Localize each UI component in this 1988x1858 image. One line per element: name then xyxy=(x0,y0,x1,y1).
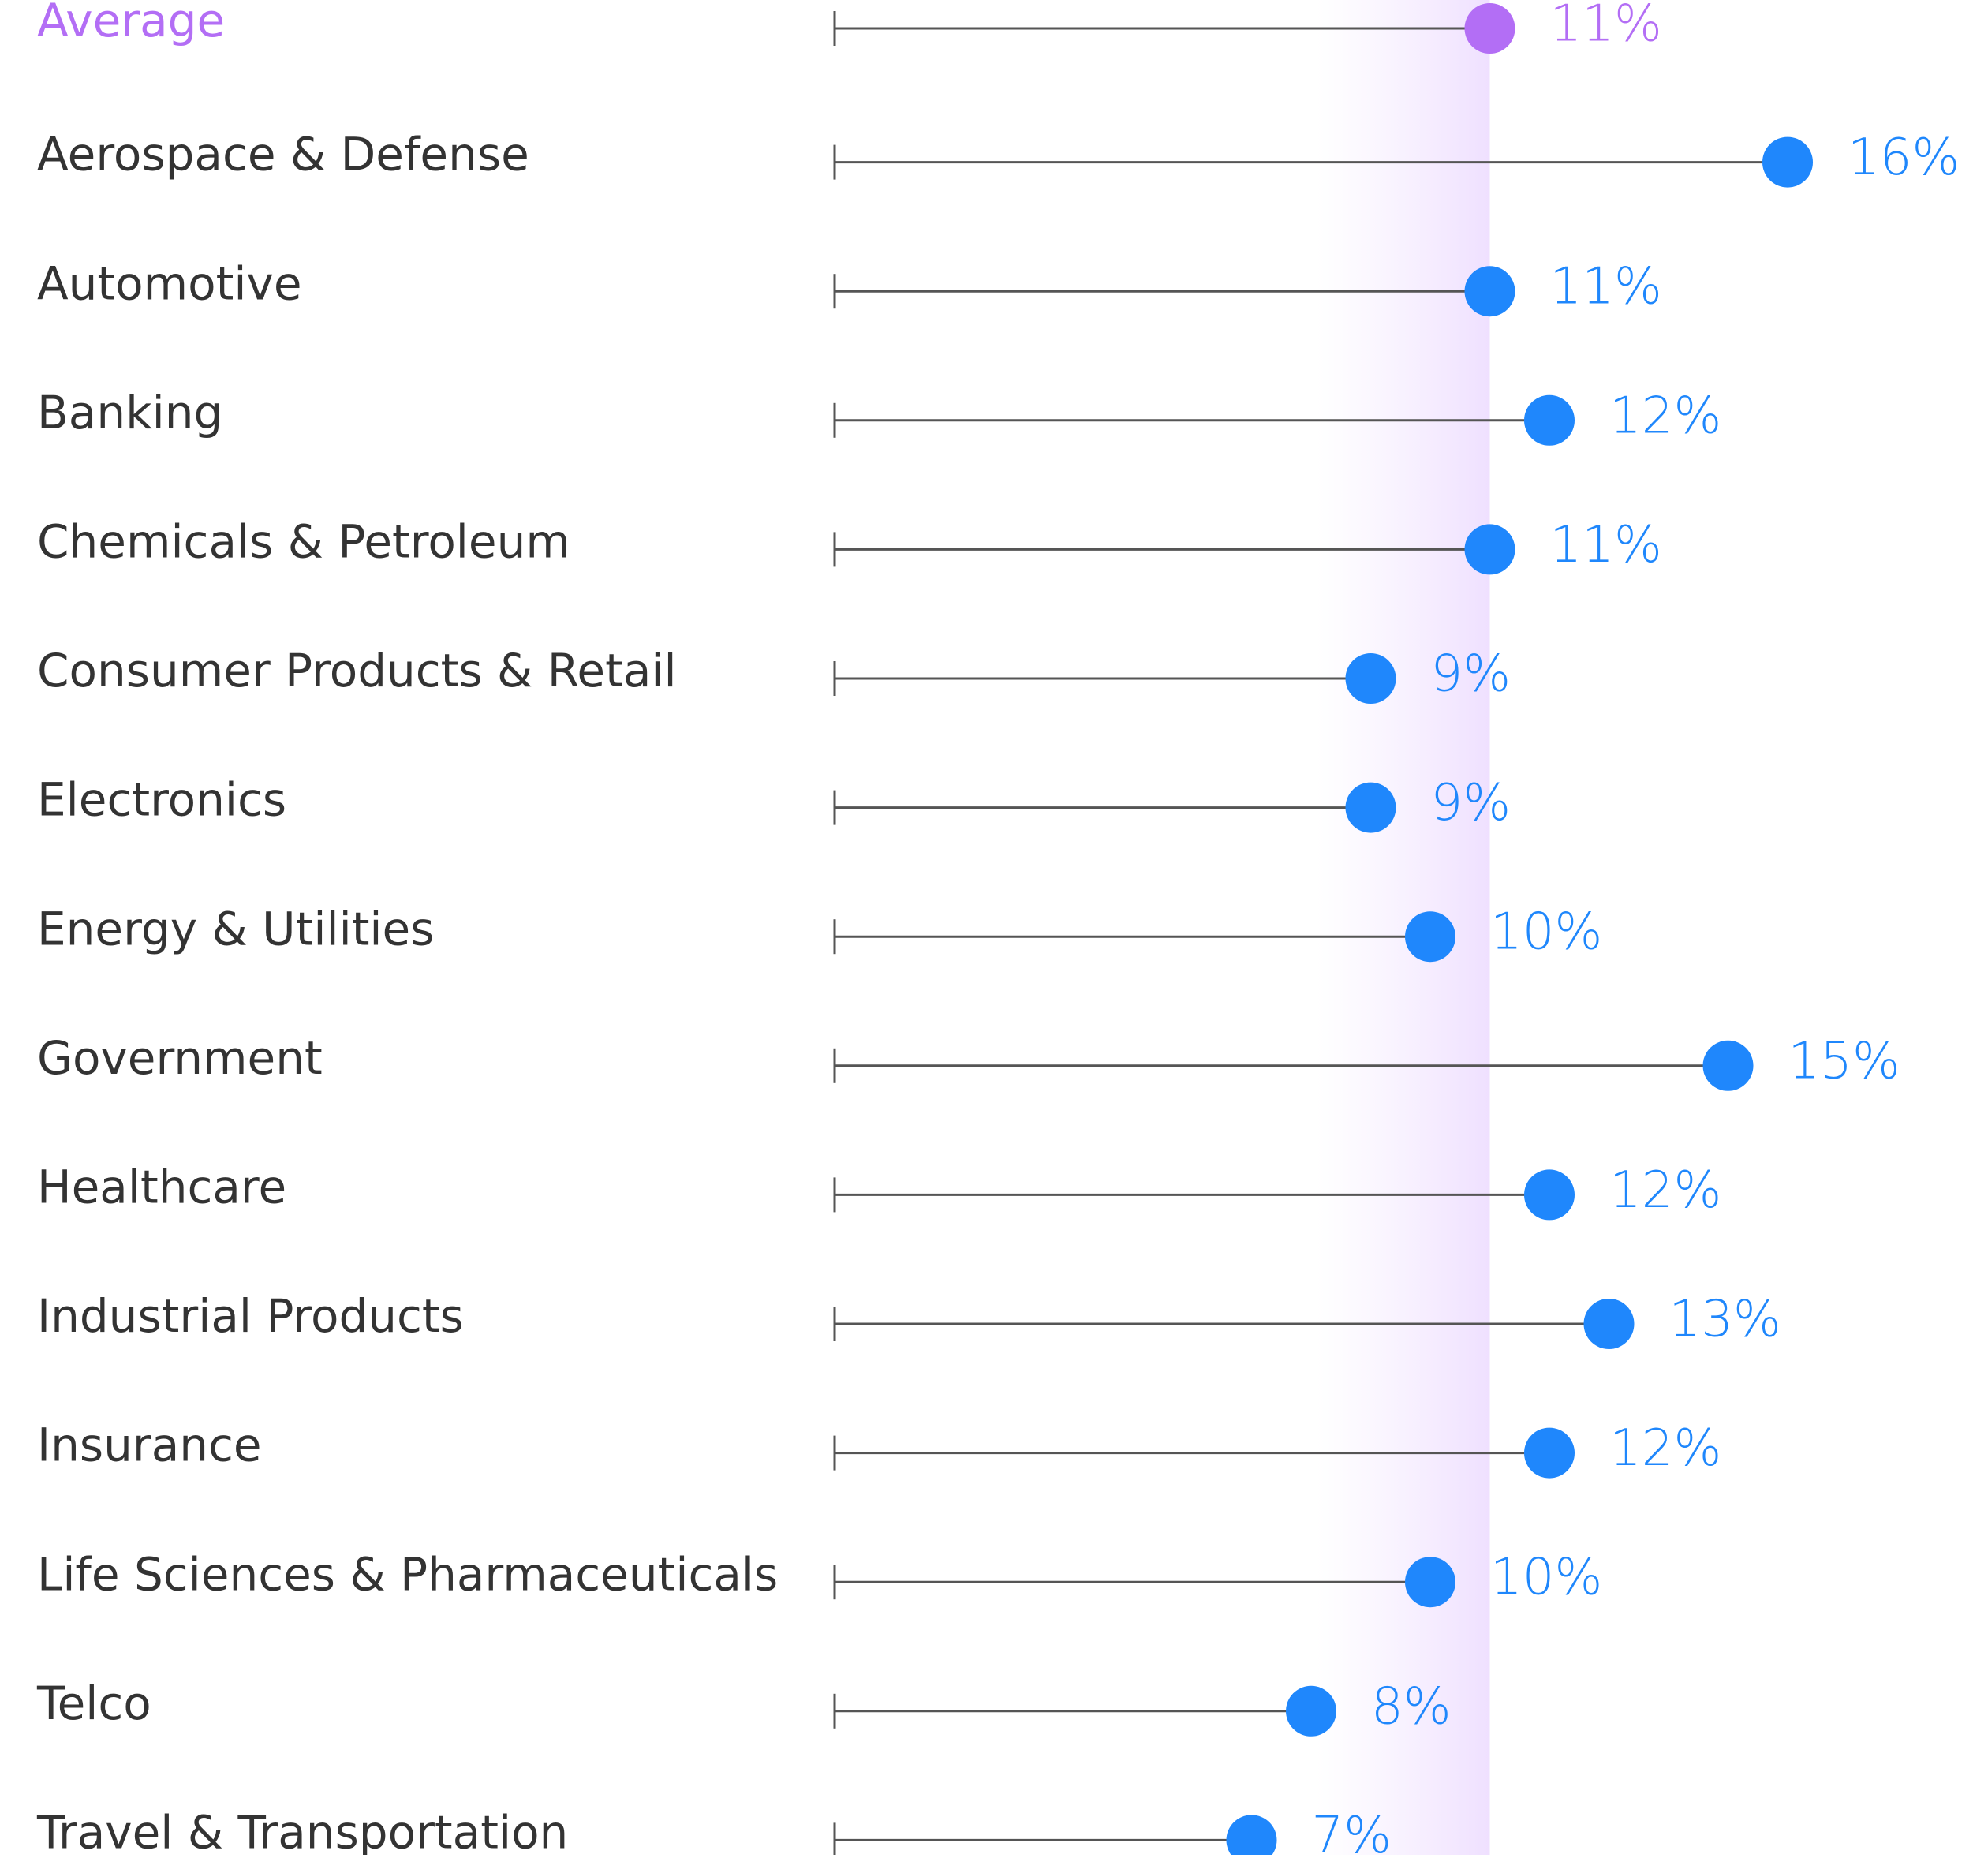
dot xyxy=(1405,911,1456,963)
category-label: Consumer Products & Retail xyxy=(37,644,677,697)
value-label: 7% xyxy=(1312,1807,1392,1855)
category-label: Travel & Transportation xyxy=(36,1806,568,1855)
category-label: Life Sciences & Pharmaceuticals xyxy=(37,1547,778,1601)
value-label: 11% xyxy=(1550,516,1662,574)
value-label: 15% xyxy=(1788,1032,1900,1090)
dot xyxy=(1524,1427,1575,1479)
category-label: Aerospace & Defense xyxy=(37,128,529,181)
category-label: Healthcare xyxy=(37,1161,286,1214)
value-label: 9% xyxy=(1431,645,1512,704)
dot xyxy=(1702,1040,1754,1091)
value-label: 8% xyxy=(1371,1677,1452,1736)
value-label: 9% xyxy=(1431,774,1512,832)
dot xyxy=(1345,653,1396,704)
value-label: 16% xyxy=(1848,129,1960,187)
dot xyxy=(1405,1557,1456,1608)
category-label: Government xyxy=(37,1031,323,1085)
value-label: 12% xyxy=(1609,1419,1721,1478)
category-label: Chemicals & Petroleum xyxy=(37,515,570,569)
category-label: Average xyxy=(37,0,225,47)
category-label: Automotive xyxy=(37,256,302,310)
value-label: 12% xyxy=(1609,387,1721,445)
dot xyxy=(1345,782,1396,833)
value-label: 11% xyxy=(1550,258,1662,316)
category-label: Telco xyxy=(36,1677,151,1730)
dot xyxy=(1524,394,1575,446)
category-label: Insurance xyxy=(37,1419,262,1472)
dot xyxy=(1464,3,1515,54)
dot xyxy=(1226,1815,1277,1858)
category-label: Industrial Products xyxy=(37,1289,464,1343)
dot xyxy=(1464,266,1515,317)
value-label: 13% xyxy=(1669,1291,1781,1349)
dot xyxy=(1762,136,1813,188)
dot xyxy=(1464,524,1515,575)
value-label: 11% xyxy=(1550,0,1662,54)
value-label: 10% xyxy=(1490,903,1602,962)
dot xyxy=(1524,1169,1575,1221)
category-label: Electronics xyxy=(37,773,286,827)
value-label: 10% xyxy=(1490,1549,1602,1607)
value-label: 12% xyxy=(1609,1161,1721,1220)
dot xyxy=(1583,1299,1635,1349)
average-band xyxy=(1316,0,1490,1855)
category-label: Energy & Utilities xyxy=(37,902,434,955)
dot xyxy=(1286,1685,1336,1737)
category-label: Banking xyxy=(37,386,222,439)
